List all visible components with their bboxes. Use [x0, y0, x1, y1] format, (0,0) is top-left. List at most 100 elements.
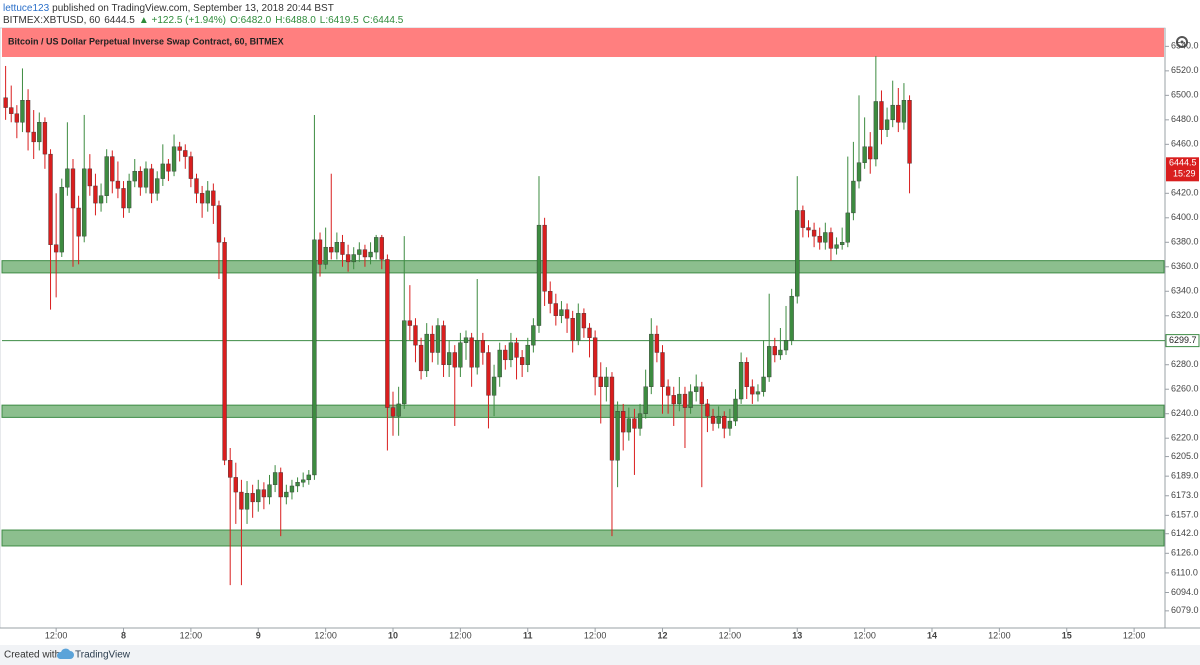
candle-body [177, 146, 182, 151]
candle-body [789, 295, 794, 341]
candle-body [890, 104, 895, 121]
candle-body [592, 337, 598, 378]
gear-icon[interactable] [1176, 36, 1188, 48]
candle-body [559, 309, 564, 316]
candle-body [374, 237, 379, 253]
candle-body [149, 168, 154, 194]
author[interactable]: lettuce123 [3, 3, 50, 14]
candle-body [42, 122, 48, 155]
hline-price-label: 6299.7 [1169, 335, 1197, 345]
y-tick-label: 6157.0 [1171, 510, 1199, 520]
hline-price-box [1165, 334, 1200, 348]
y-tick-label: 6110.0 [1171, 567, 1198, 577]
candle-body [548, 291, 553, 304]
candle-body [306, 474, 311, 481]
candle-body [609, 376, 615, 461]
candle-body [9, 107, 14, 114]
candle-body [750, 386, 755, 395]
candle-body [379, 237, 384, 260]
candle-body [716, 415, 721, 424]
x-tick-label: 12 [657, 630, 667, 640]
candle-body [126, 180, 132, 209]
candle-body [267, 484, 272, 498]
x-tick-label: 15 [1062, 630, 1072, 640]
candle-body [82, 168, 87, 237]
x-tick-label: 13 [792, 630, 802, 640]
candle-body [531, 325, 536, 346]
candle-body [362, 249, 368, 258]
candle-body [621, 411, 626, 433]
y-tick-label: 6400.0 [1171, 212, 1199, 222]
candle-body [98, 195, 104, 204]
countdown-label: 15:29 [1173, 169, 1196, 179]
candle-body [48, 153, 53, 245]
candle-body [261, 489, 267, 498]
candle-body [317, 239, 323, 265]
y-tick-label: 6142.0 [1171, 528, 1199, 538]
x-tick-label: 12:00 [719, 630, 742, 640]
candle-body [171, 146, 177, 172]
candle-body [677, 393, 682, 405]
close: C:6444.5 [363, 15, 404, 26]
candle-body [446, 352, 452, 365]
candle-body [772, 346, 777, 356]
candle-body [59, 186, 64, 253]
candle-body [767, 346, 772, 378]
candle-body [222, 242, 227, 461]
candle-body [435, 325, 441, 353]
candle-body [233, 477, 238, 493]
candle-body [463, 337, 469, 343]
candle-body [643, 386, 648, 414]
candle-body [632, 418, 637, 429]
candle-body [368, 251, 373, 258]
y-tick-label: 6480.0 [1171, 114, 1199, 124]
last-price-label: 6444.5 [1169, 158, 1197, 168]
last-price-box [1166, 157, 1199, 182]
candle-body [53, 244, 59, 253]
candle-body [211, 190, 216, 206]
candle-body [525, 344, 530, 365]
x-tick-label: 12:00 [45, 630, 68, 640]
candle-body [278, 472, 283, 498]
candle-body [738, 362, 744, 400]
footer [0, 645, 1200, 665]
support-zone [1, 404, 1165, 418]
y-tick-label: 6094.0 [1171, 587, 1199, 597]
candle-body [828, 232, 834, 249]
candle-body [430, 333, 435, 353]
support-zone [1, 260, 1165, 274]
candle-body [834, 244, 839, 249]
support-zone [1, 529, 1165, 547]
candle-body [514, 342, 519, 358]
candle-body [699, 386, 704, 405]
candle-body [570, 318, 575, 341]
brand: TradingView [75, 650, 131, 661]
candle-body [418, 344, 424, 372]
candle-body [542, 224, 547, 292]
candle-body [682, 393, 688, 408]
y-tick-label: 6189.0 [1171, 471, 1199, 481]
candle-body [329, 246, 334, 253]
candle-body [722, 415, 727, 429]
candle-body [727, 420, 733, 429]
candle-body [783, 340, 789, 351]
x-tick-label: 12:00 [584, 630, 607, 640]
x-tick-label: 12:00 [988, 630, 1011, 640]
candle-body [14, 113, 20, 123]
symbol: BITMEX:XBTUSD, 60 [3, 15, 101, 26]
candle-body [817, 235, 822, 243]
candle-body [491, 376, 497, 396]
candle-body [806, 227, 811, 231]
candle-body [205, 190, 210, 204]
candle-body [25, 100, 31, 133]
candle-body [553, 303, 558, 316]
candle-body [486, 352, 491, 396]
candle-body [654, 333, 660, 353]
candle-body [183, 150, 188, 157]
x-tick-label: 9 [256, 630, 261, 640]
candle-body [688, 391, 693, 408]
candle-body [70, 168, 76, 209]
candle-body [778, 349, 783, 356]
candle-body [615, 411, 620, 461]
candle-body [87, 168, 92, 187]
